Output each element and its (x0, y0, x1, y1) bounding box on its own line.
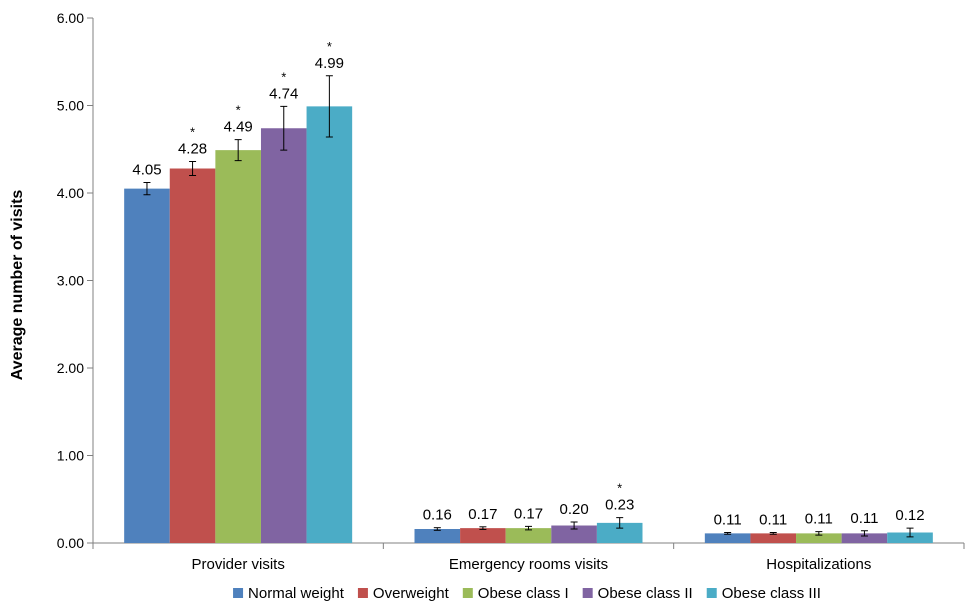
y-axis-title: Average number of visits (9, 190, 26, 381)
data-label: 0.11 (805, 511, 833, 528)
data-label: 4.99 (315, 55, 344, 72)
data-label: 0.11 (850, 510, 878, 527)
data-label: 4.49 (224, 119, 253, 136)
bar (460, 528, 506, 543)
legend-label: Normal weight (248, 585, 345, 602)
y-tick-label: 4.00 (57, 185, 84, 201)
legend-label: Obese class I (478, 585, 569, 602)
data-label: 0.16 (423, 507, 452, 524)
significance-marker: * (236, 103, 241, 118)
data-label: 0.11 (759, 512, 787, 529)
significance-marker: * (327, 39, 332, 54)
significance-marker: * (190, 125, 195, 140)
bar (414, 529, 461, 543)
data-label: 0.17 (514, 505, 543, 522)
y-tick-label: 3.00 (57, 273, 84, 289)
category-label: Provider visits (191, 556, 284, 573)
y-tick-label: 2.00 (57, 360, 84, 376)
data-label: 4.74 (269, 85, 298, 102)
data-label: 4.28 (178, 141, 207, 158)
y-tick-label: 5.00 (57, 98, 84, 114)
y-axis-ticks: 0.00 1.00 2.00 3.00 4.00 5.00 6.00 (57, 10, 93, 551)
bar (306, 106, 353, 543)
legend-label: Obese class II (598, 585, 693, 602)
bar (505, 528, 552, 543)
bar (596, 522, 643, 543)
error-bars (143, 75, 914, 538)
y-tick-label: 0.00 (57, 535, 84, 551)
chart-legend: Normal weight Overweight Obese class I Obes… (233, 585, 821, 602)
bar (169, 168, 216, 543)
data-label: 0.23 (605, 497, 634, 514)
legend-swatch (462, 588, 473, 598)
data-label: 0.12 (895, 507, 924, 524)
bar (260, 128, 307, 543)
bar (551, 525, 597, 543)
data-label: 0.20 (559, 501, 588, 518)
legend-swatch (706, 588, 717, 598)
category-label: Hospitalizations (766, 556, 871, 573)
category-labels: Provider visits Emergency rooms visits Hos… (191, 556, 871, 573)
bar (796, 533, 842, 543)
legend-label: Overweight (373, 585, 450, 602)
bar (887, 532, 933, 543)
bar (704, 533, 751, 543)
data-labels: 4.054.28* 4.49*4.74*4.99*0.16 0.17 0.17 0.20… (132, 39, 924, 529)
bar (750, 533, 797, 543)
significance-marker: * (281, 69, 286, 84)
bar (124, 188, 170, 543)
bar (215, 150, 261, 543)
data-label: 0.17 (468, 506, 497, 523)
legend-swatch (357, 588, 368, 598)
chart-bars (124, 106, 933, 543)
significance-marker: * (617, 481, 622, 496)
legend-swatch (233, 588, 244, 598)
bar (841, 533, 888, 543)
y-tick-label: 1.00 (57, 448, 84, 464)
legend-swatch (582, 588, 593, 598)
data-label: 4.05 (132, 162, 161, 179)
data-label: 0.11 (714, 512, 742, 529)
category-label: Emergency rooms visits (449, 556, 608, 573)
y-tick-label: 6.00 (57, 10, 84, 26)
legend-label: Obese class III (722, 585, 821, 602)
